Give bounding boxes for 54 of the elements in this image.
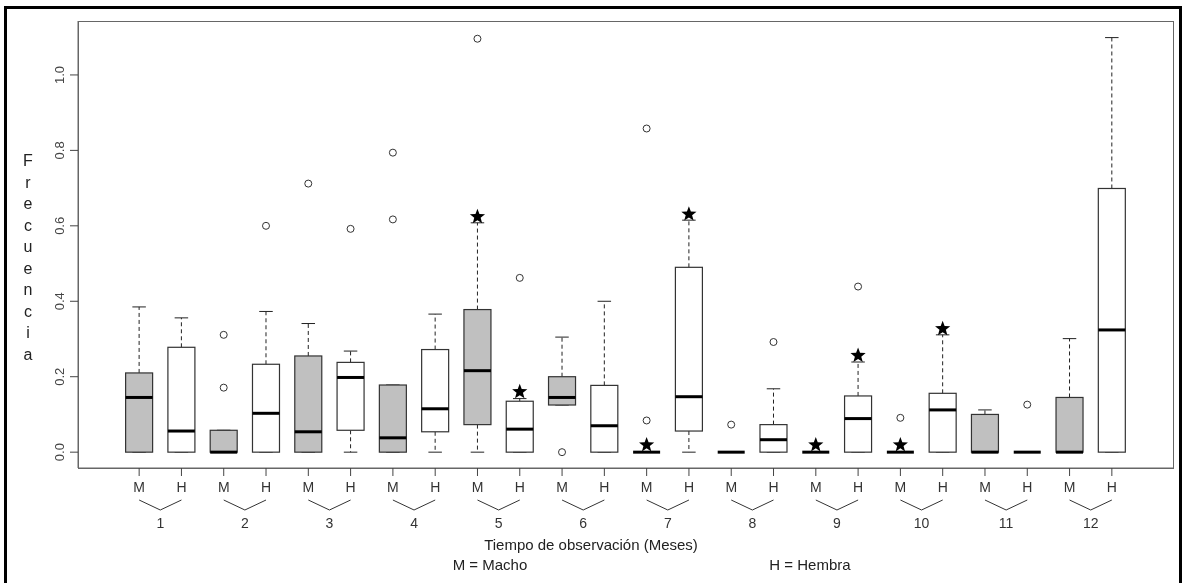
y-tick-label: 0.8 (52, 141, 67, 160)
x-tick-label: H (683, 479, 694, 495)
text: 1 (156, 515, 165, 531)
text: 5 (494, 515, 503, 531)
x-tick-label: M (217, 479, 230, 495)
point (469, 208, 486, 224)
text: 2 (240, 515, 249, 531)
x-tick-label: M (387, 479, 399, 495)
x-tick-label: H (1106, 479, 1117, 495)
x-tick-label: H (937, 479, 948, 495)
x-tick-label: H (176, 479, 187, 495)
x-tick-label: M (133, 479, 145, 495)
x-tick-label: M (556, 479, 568, 495)
text: 4 (410, 515, 419, 531)
point (850, 347, 866, 363)
text: 7 (663, 515, 672, 531)
text: M = Macho (451, 556, 529, 573)
text: H = Hembra (768, 556, 852, 573)
point (808, 436, 824, 452)
x-tick-label: H (1022, 479, 1033, 495)
y-tick-label: 0.0 (52, 443, 67, 462)
x-tick-label: H (599, 479, 610, 495)
x-tick-label: M (809, 479, 822, 495)
x-tick-label: M (640, 479, 653, 495)
point (639, 436, 655, 452)
x-tick-label: H (260, 479, 272, 495)
x-tick-label: M (894, 479, 907, 495)
y-tick-label: 0.2 (52, 367, 67, 386)
x-tick-label: H (430, 479, 441, 495)
x-tick-label: M (725, 479, 738, 495)
text: 8 (748, 515, 757, 531)
y-tick-label: 0.6 (52, 216, 67, 235)
point (512, 383, 528, 399)
text: 9 (833, 515, 842, 531)
x-tick-label: H (514, 479, 525, 495)
x-tick-label: M (302, 479, 315, 495)
x-tick-label: M (471, 479, 484, 495)
x-tick-label: H (345, 479, 356, 495)
text: 11 (998, 515, 1014, 531)
point (935, 320, 951, 336)
y-tick-label: 0.4 (52, 292, 67, 311)
x-tick-label: M (1063, 479, 1076, 495)
x-tick-label: H (768, 479, 779, 495)
text: 6 (579, 515, 588, 531)
text: 10 (913, 515, 930, 531)
point (681, 206, 697, 221)
point (892, 436, 908, 452)
text: 12 (1082, 515, 1099, 531)
text: Frecuencia (23, 152, 33, 363)
x-tick-label: H (853, 479, 864, 495)
x-axis-title: Tiempo de observación (Meses) (483, 536, 699, 553)
x-tick-label: M (979, 479, 991, 495)
y-tick-label: 1.0 (52, 65, 67, 84)
text: 3 (325, 515, 334, 531)
